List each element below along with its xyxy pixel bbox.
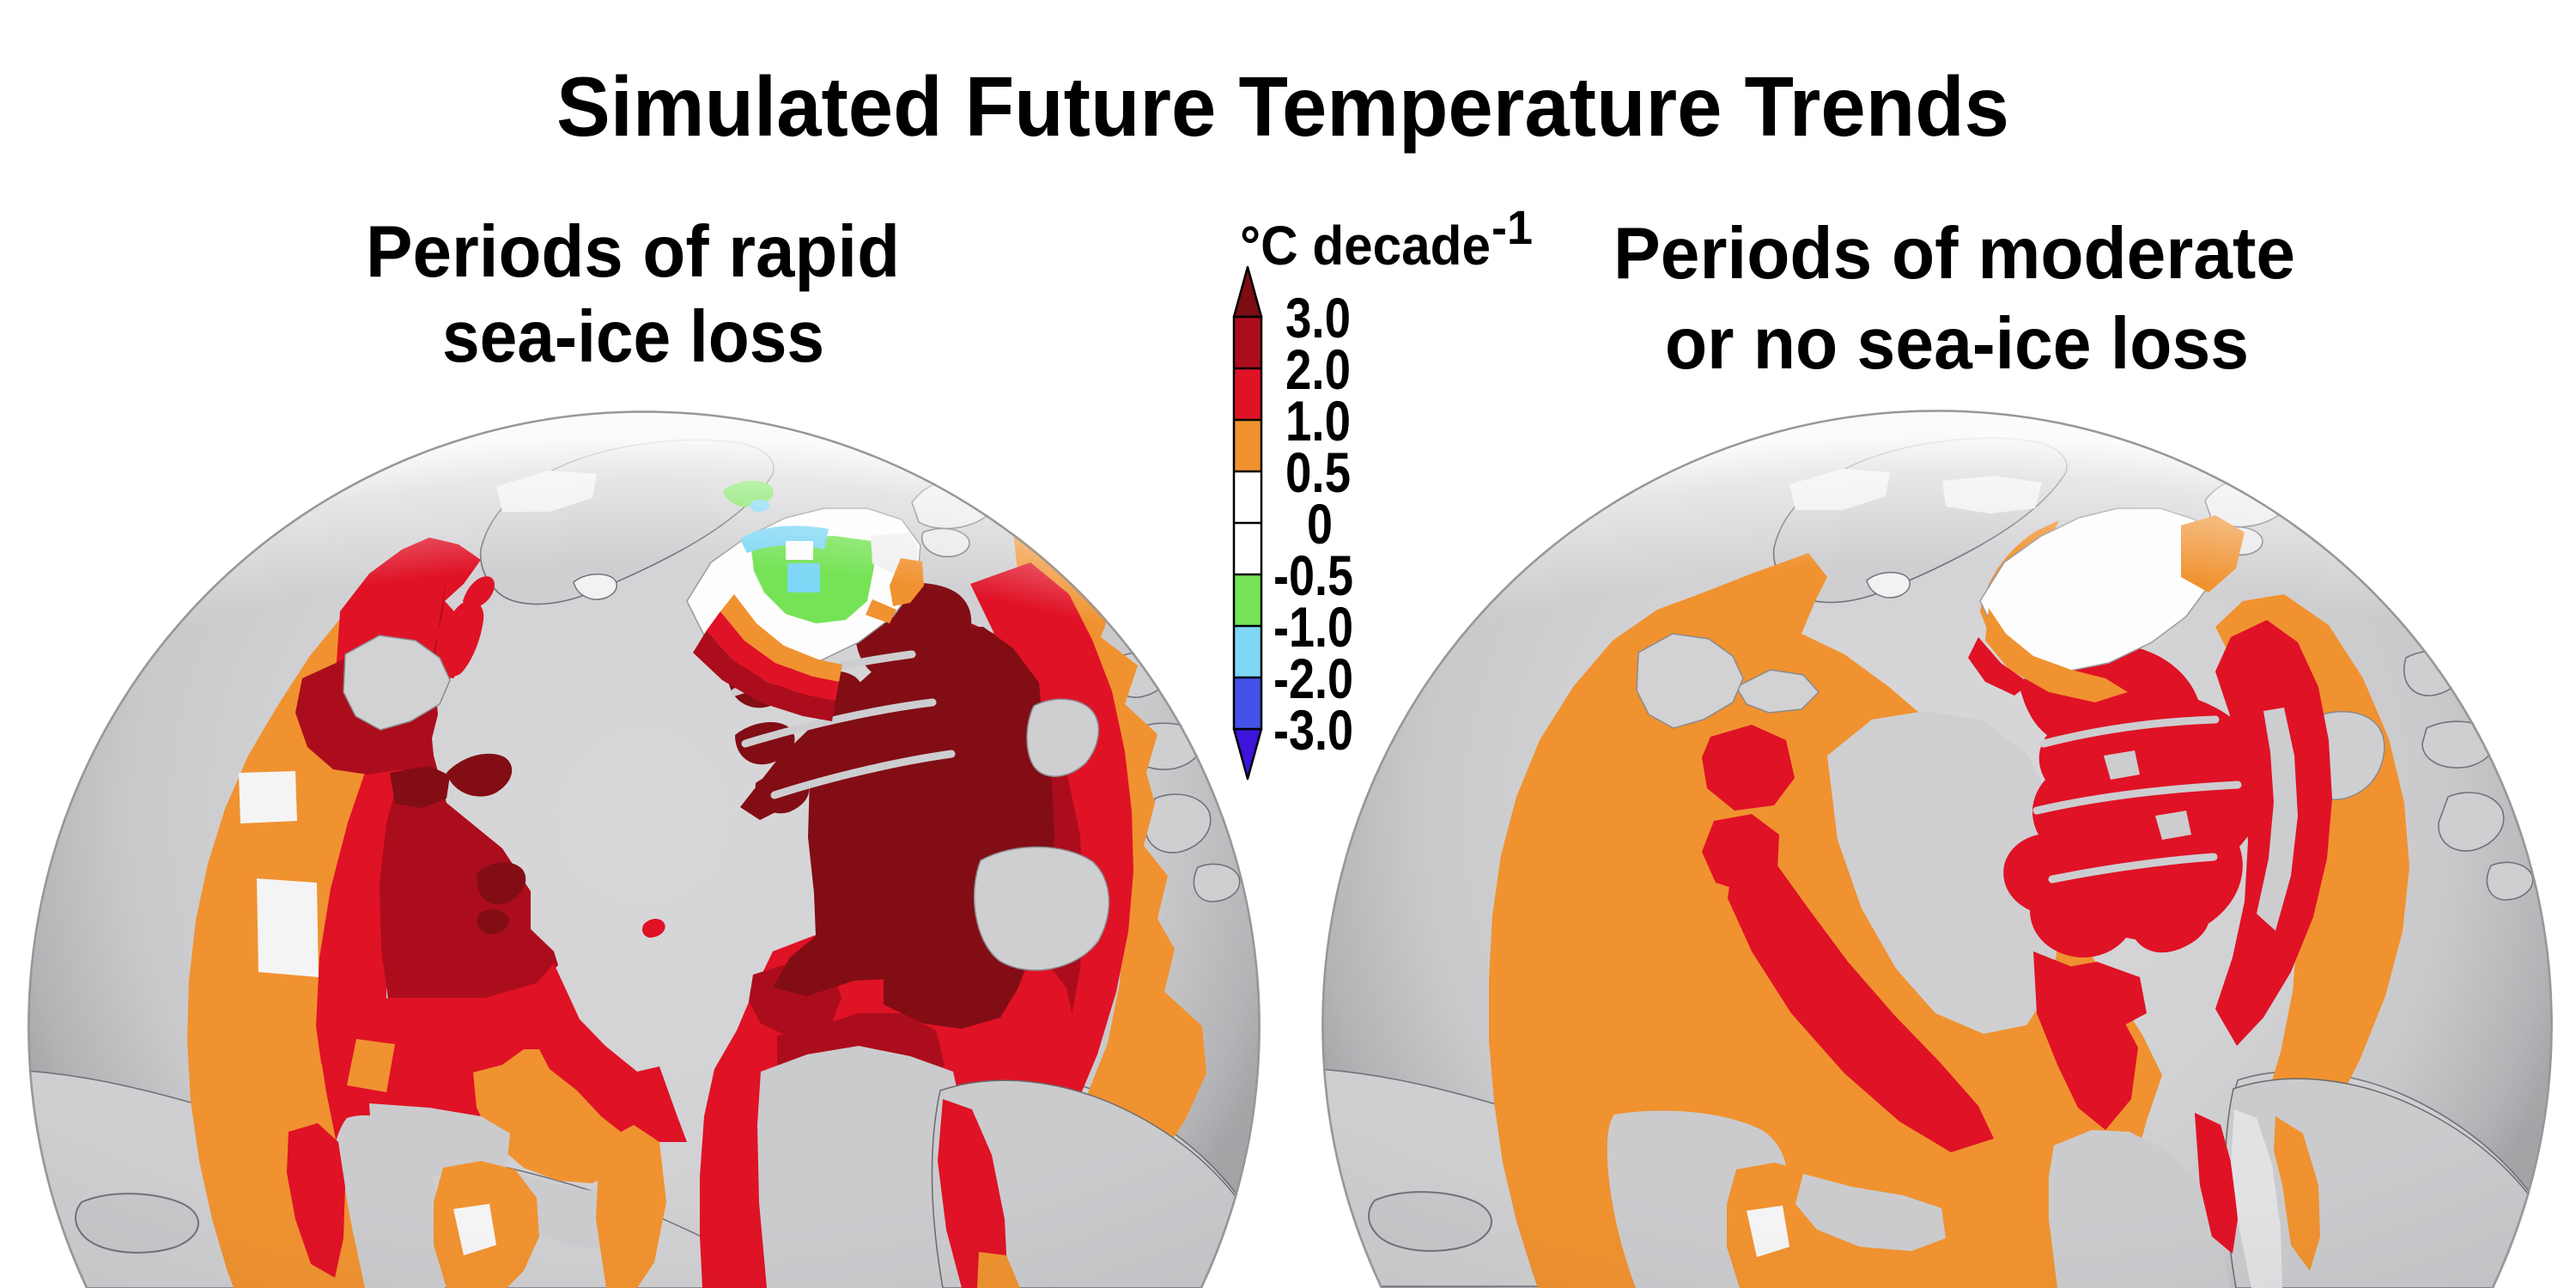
svg-text:°C decade: °C decade — [1240, 215, 1491, 276]
svg-text:-0.5: -0.5 — [1273, 544, 1353, 607]
svg-text:-3.0: -3.0 — [1273, 698, 1353, 762]
svg-text:Periods of moderate: Periods of moderate — [1613, 213, 2295, 295]
svg-text:1.0: 1.0 — [1285, 389, 1351, 453]
svg-text:sea-ice loss: sea-ice loss — [442, 296, 824, 378]
svg-text:3.0: 3.0 — [1285, 286, 1351, 349]
svg-text:0: 0 — [1307, 492, 1333, 556]
svg-text:or no sea-ice loss: or no sea-ice loss — [1665, 303, 2249, 385]
svg-text:2.0: 2.0 — [1285, 337, 1351, 401]
svg-text:Simulated Future Temperature T: Simulated Future Temperature Trends — [556, 59, 2009, 154]
svg-text:-1.0: -1.0 — [1273, 595, 1353, 659]
svg-text:-1: -1 — [1492, 200, 1533, 254]
svg-text:-2.0: -2.0 — [1273, 647, 1353, 710]
svg-text:0.5: 0.5 — [1285, 440, 1351, 504]
svg-text:Periods of rapid: Periods of rapid — [366, 211, 900, 293]
